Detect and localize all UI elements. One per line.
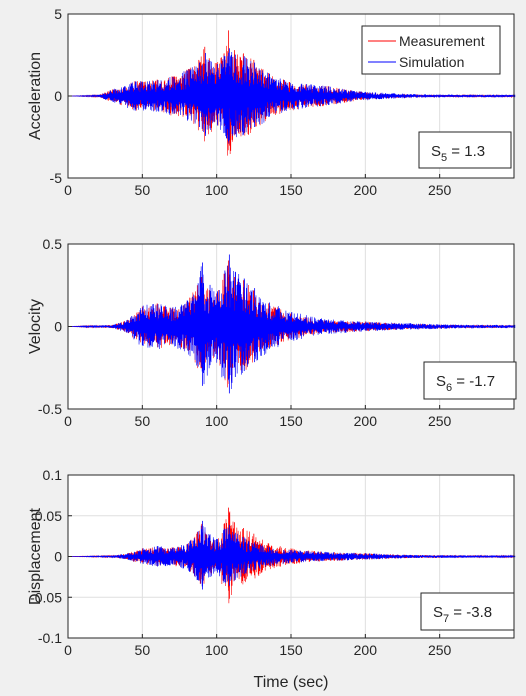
y-axis-label: Acceleration — [27, 52, 44, 140]
y-tick-label: -0.05 — [30, 589, 62, 605]
annotation-label: S5 = 1.3 — [431, 143, 485, 164]
x-tick-label: 100 — [205, 182, 229, 198]
x-tick-label: 0 — [64, 642, 72, 658]
y-tick-label: 0.05 — [35, 508, 62, 524]
x-tick-label: 250 — [428, 642, 452, 658]
y-tick-label: 0 — [54, 549, 62, 565]
y-tick-label: -0.5 — [38, 401, 62, 417]
series-simulation-line — [67, 525, 515, 587]
x-tick-label: 50 — [135, 413, 151, 429]
annotation-box — [418, 131, 512, 169]
x-tick-label: 100 — [205, 642, 229, 658]
x-tick-label: 250 — [428, 182, 452, 198]
y-tick-label: 0.1 — [43, 467, 63, 483]
y-tick-label: 5 — [54, 6, 62, 22]
x-tick-label: 100 — [205, 413, 229, 429]
x-tick-label: 150 — [279, 413, 303, 429]
x-tick-label: 50 — [135, 182, 151, 198]
series-simulation-line — [67, 262, 515, 390]
x-tick-label: 250 — [428, 413, 452, 429]
y-tick-label: -0.1 — [38, 630, 62, 646]
annotation-box — [420, 592, 515, 631]
y-tick-label: -5 — [50, 170, 63, 186]
x-tick-label: 50 — [135, 642, 151, 658]
annotation-box — [423, 361, 517, 400]
y-axis-label: Velocity — [27, 299, 44, 354]
y-axis-label: Displacement — [27, 507, 44, 604]
chart-panel-3: 0 50 100 150 200 250 -0.1 -0.05 0 0.05 0.1 Displace… — [27, 467, 516, 691]
y-tick-label: 0.5 — [43, 236, 63, 252]
x-axis-label: Time (sec) — [254, 674, 329, 691]
series-simulation-line — [67, 52, 515, 144]
x-tick-label: 150 — [279, 182, 303, 198]
y-tick-label: 0 — [54, 88, 62, 104]
x-tick-label: 0 — [64, 182, 72, 198]
x-tick-label: 150 — [279, 642, 303, 658]
legend-box — [361, 25, 501, 75]
x-tick-label: 0 — [64, 413, 72, 429]
legend-label-simulation: Simulation — [399, 54, 464, 70]
legend-label-measurement: Measurement — [399, 33, 485, 49]
annotation-label: S7 = -3.8 — [433, 604, 492, 625]
y-tick-label: 0 — [54, 319, 62, 335]
x-tick-label: 200 — [354, 413, 378, 429]
x-tick-label: 200 — [354, 642, 378, 658]
annotation-label: S6 = -1.7 — [436, 373, 495, 394]
x-tick-label: 200 — [354, 182, 378, 198]
